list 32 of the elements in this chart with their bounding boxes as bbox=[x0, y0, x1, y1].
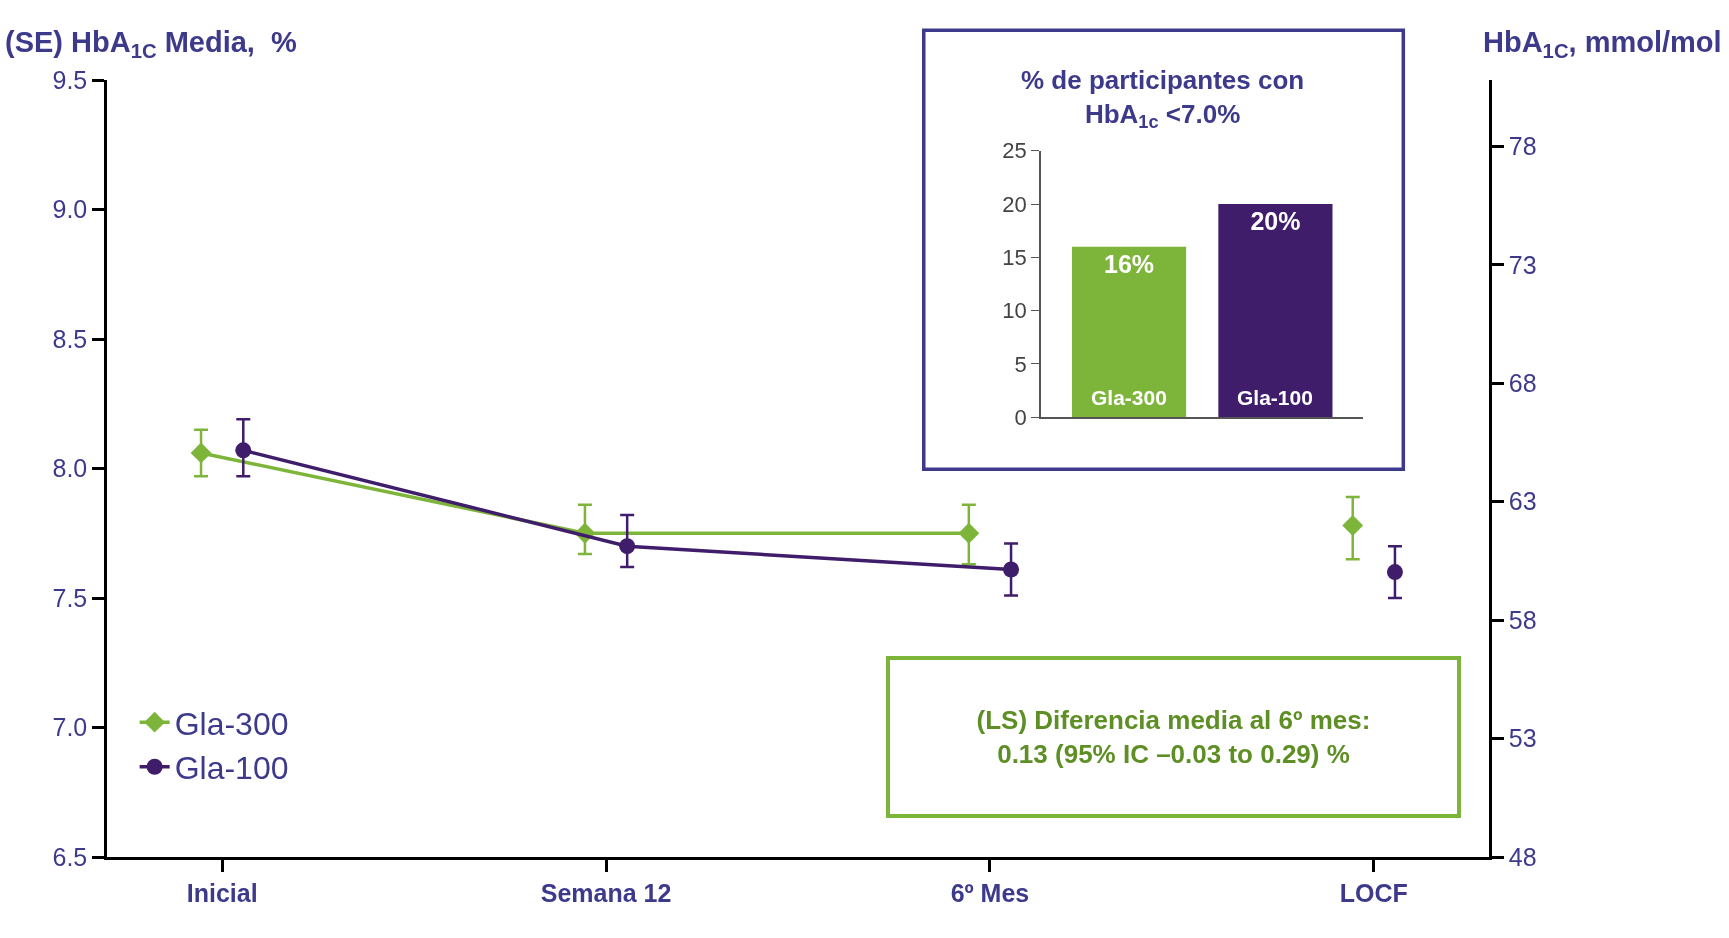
y2-axis-title: HbA$_{1C}$, mmol/mol bbox=[1483, 26, 1722, 63]
y2-tick-label: 48 bbox=[1508, 842, 1537, 871]
x-tick-label: LOCF bbox=[1339, 878, 1408, 907]
y-tick-label: 5 bbox=[1014, 351, 1027, 377]
y-tick-label: 9.5 bbox=[52, 65, 88, 94]
y-tick-label: 20 bbox=[1002, 191, 1027, 217]
x-tick-label: Inicial bbox=[186, 878, 258, 907]
y-tick-label: 8.5 bbox=[52, 324, 88, 353]
data-label: 20% bbox=[1250, 207, 1301, 236]
legend-label: Gla-100 bbox=[174, 750, 289, 787]
y-tick-label: 25 bbox=[1002, 138, 1027, 164]
y2-tick-label: 53 bbox=[1508, 724, 1537, 753]
y2-tick-label: 58 bbox=[1508, 605, 1537, 634]
y-tick-label: 7.5 bbox=[52, 583, 88, 612]
y-tick-label: 8.0 bbox=[52, 454, 88, 483]
y2-tick-label: 73 bbox=[1508, 250, 1537, 279]
x-tick-label: 6º Mes bbox=[950, 878, 1030, 907]
y2-tick-label: 78 bbox=[1508, 132, 1537, 161]
y2-tick-label: 63 bbox=[1508, 487, 1537, 516]
y-tick-label: 9.0 bbox=[52, 195, 88, 224]
y-axis-title: (SE) HbA$_{1C}$ Media, % bbox=[5, 26, 298, 63]
annotation: (LS) Diferencia media al 6º mes: 0.13 (95% IC –0.03 to 0.29) % bbox=[976, 705, 1371, 769]
x-tick-label: Semana 12 bbox=[540, 878, 672, 907]
y-tick-label: 7.0 bbox=[52, 713, 88, 742]
legend-label: Gla-300 bbox=[174, 705, 289, 742]
y-tick-label: 6.5 bbox=[52, 842, 88, 871]
y-tick-label: 10 bbox=[1002, 298, 1027, 324]
y2-tick-label: 68 bbox=[1508, 368, 1537, 397]
chart-title: % de participantes con HbA$_{1c}$ <7.0% bbox=[1021, 65, 1305, 133]
data-label: 16% bbox=[1104, 249, 1155, 278]
y-tick-label: 15 bbox=[1002, 245, 1027, 271]
y-tick-label: 0 bbox=[1014, 404, 1027, 430]
